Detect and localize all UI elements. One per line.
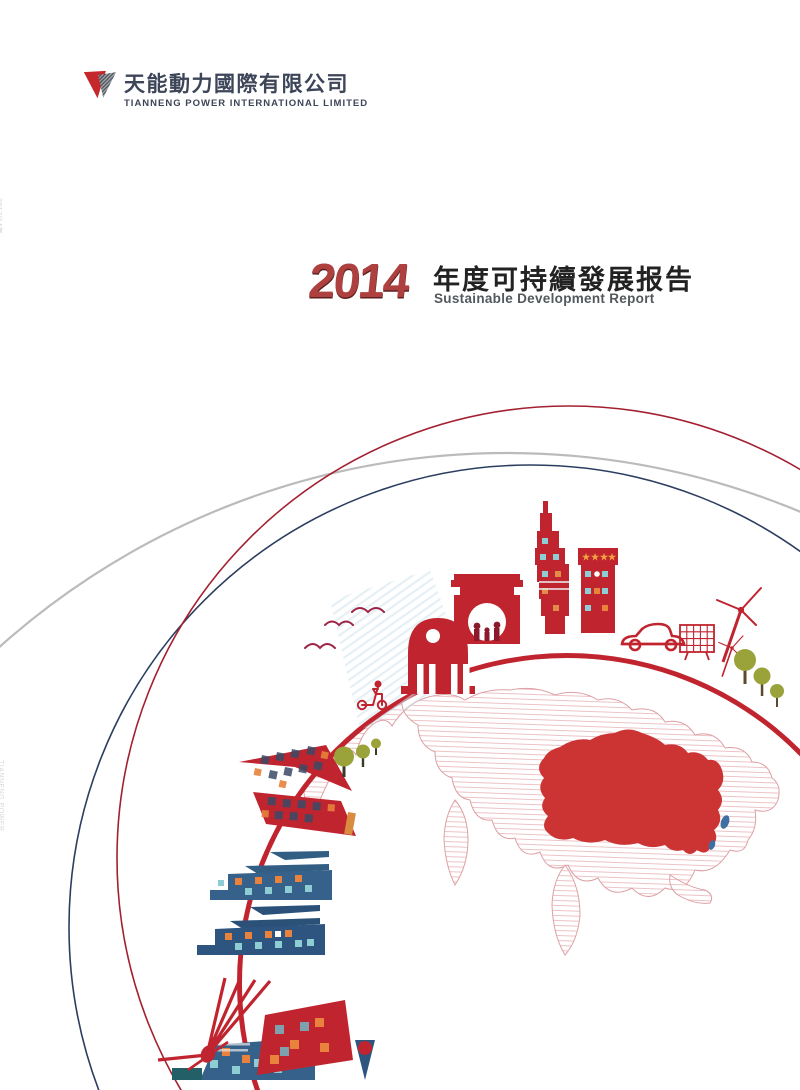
svg-text:★: ★ bbox=[591, 552, 600, 562]
svg-text:★: ★ bbox=[582, 552, 591, 562]
svg-text:★: ★ bbox=[608, 552, 617, 562]
